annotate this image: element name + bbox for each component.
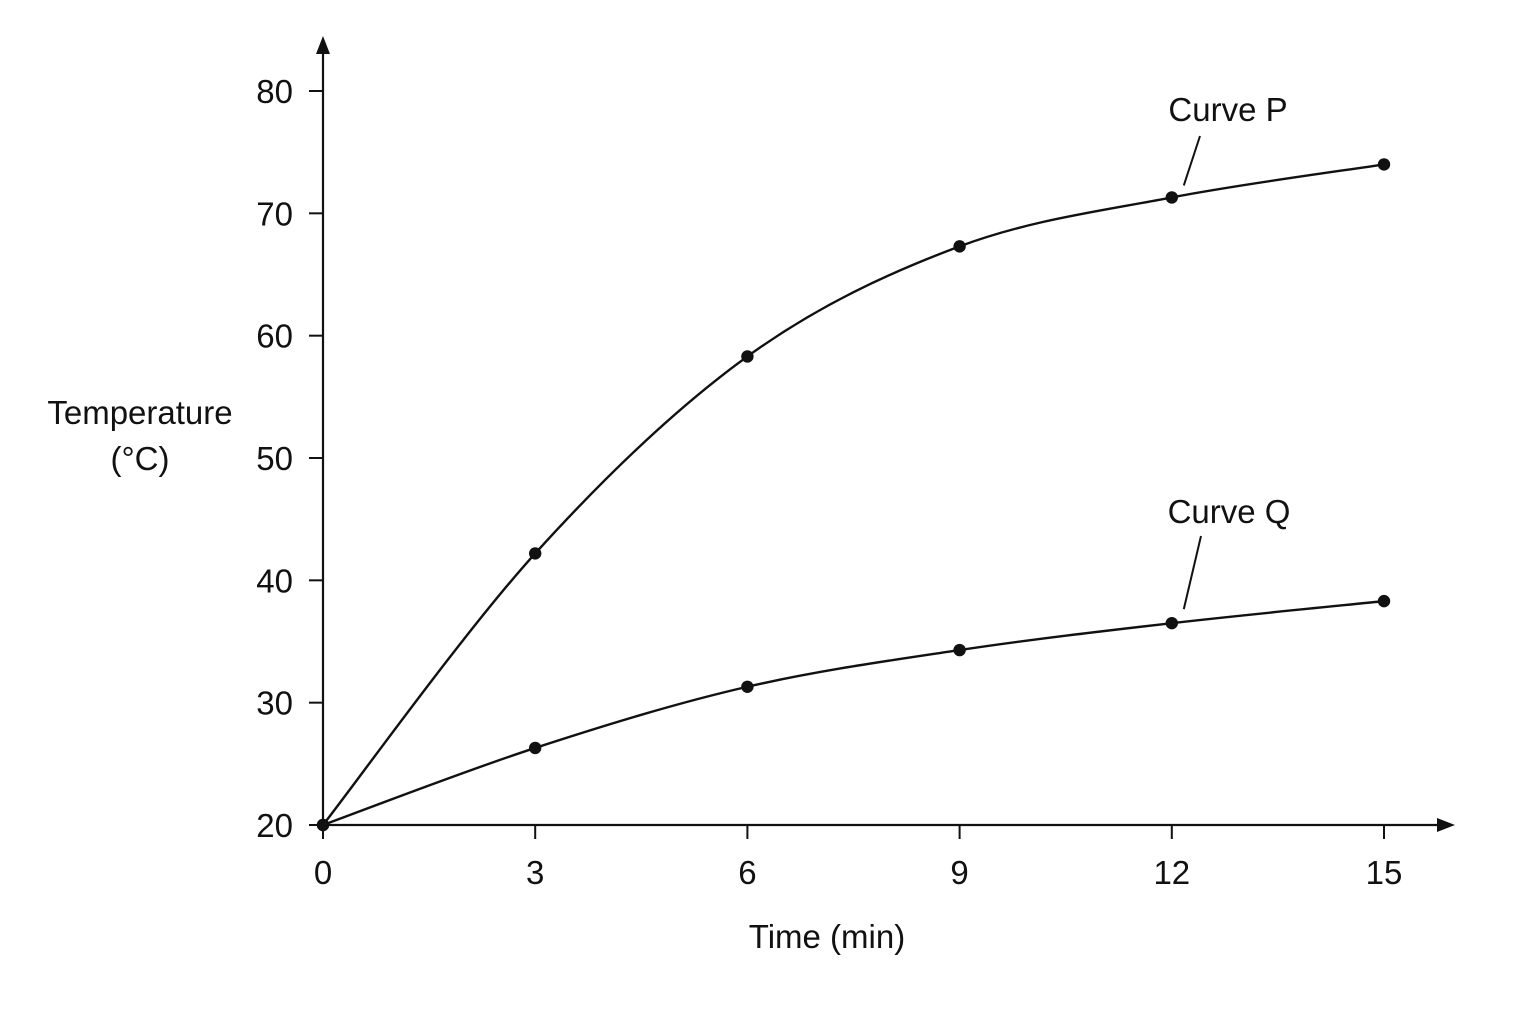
y-axis-arrowhead <box>316 36 330 54</box>
y-tick-label: 40 <box>256 562 293 599</box>
x-axis-title: Time (min) <box>749 918 905 955</box>
x-tick-label: 15 <box>1366 854 1403 891</box>
x-tick-label: 12 <box>1153 854 1190 891</box>
x-axis-arrowhead <box>1437 818 1455 832</box>
curve-q-label: Curve Q <box>1168 493 1291 530</box>
y-tick-label: 60 <box>256 318 293 355</box>
curve-q-data-point <box>953 643 966 657</box>
curve-p-line <box>322 163 1385 826</box>
curve-p-data-point <box>1165 191 1179 204</box>
y-axis-title-line-2: (°C) <box>110 440 169 477</box>
curve-q-data-point <box>741 680 754 693</box>
axes <box>316 36 1455 832</box>
y-ticks: 20 30 40 50 60 70 80 <box>256 73 323 844</box>
curve-p-label: Curve P <box>1168 91 1287 128</box>
y-tick-label: 20 <box>256 807 293 844</box>
x-tick-label: 9 <box>950 854 968 891</box>
curve-p-data-point <box>529 547 542 560</box>
curve-q-data-point <box>1377 594 1391 608</box>
x-tick-label: 3 <box>526 854 544 891</box>
curve-p-data-point <box>953 240 966 253</box>
y-tick-label: 30 <box>256 685 293 722</box>
curve-q-leader-line <box>1182 535 1202 610</box>
curve-q-data-point <box>1165 616 1179 630</box>
curve-p-leader-line <box>1182 135 1201 186</box>
series-labels: Curve P Curve Q <box>1168 91 1291 610</box>
curve-q-data-point <box>316 818 330 832</box>
y-tick-label: 70 <box>256 195 293 232</box>
x-tick-label: 0 <box>314 854 332 891</box>
y-tick-label: 80 <box>256 73 293 110</box>
y-tick-label: 50 <box>256 440 293 477</box>
curve-q-data-point <box>529 741 542 755</box>
x-ticks: 0 3 6 9 12 15 <box>314 825 1403 891</box>
y-axis-title-line-1: Temperature <box>47 394 232 431</box>
x-tick-label: 6 <box>738 854 756 891</box>
curve-p-data-point <box>741 350 754 363</box>
curve-q-line <box>322 599 1385 827</box>
series-layer <box>316 158 1391 832</box>
curve-p-data-point <box>1377 158 1391 171</box>
